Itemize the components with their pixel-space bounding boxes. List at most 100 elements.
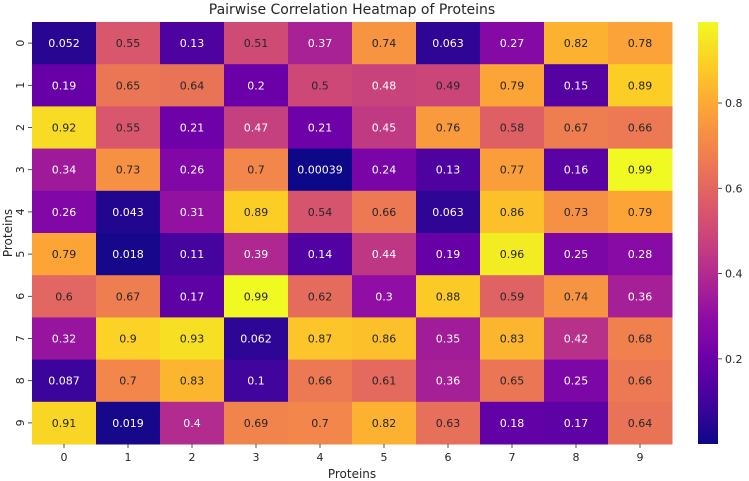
heatmap-cell [160, 359, 225, 403]
cell-value-label: 0.34 [52, 164, 77, 177]
heatmap-cell [96, 233, 161, 276]
y-tick-label: 7 [14, 335, 27, 342]
cell-value-label: 0.47 [244, 122, 269, 135]
cell-value-label: 0.3 [375, 290, 393, 303]
x-tick-label: 8 [573, 451, 580, 464]
y-tick-label: 0 [14, 40, 27, 47]
heatmap-cell [544, 22, 609, 65]
cell-value-label: 0.25 [564, 375, 589, 388]
y-tick-label: 4 [14, 208, 27, 215]
heatmap-cell [288, 401, 353, 445]
colorbar-tick-label: 0.6 [725, 182, 743, 195]
heatmap-cell [480, 317, 545, 361]
cell-value-label: 0.1 [247, 375, 265, 388]
cell-value-label: 0.2 [247, 79, 265, 92]
cell-value-label: 0.31 [180, 206, 205, 219]
heatmap-cell [288, 64, 353, 107]
cell-value-label: 0.77 [500, 164, 525, 177]
x-axis-label: Proteins [328, 467, 376, 481]
chart-title: Pairwise Correlation Heatmap of Proteins [209, 2, 495, 18]
y-tick-label: 9 [14, 419, 27, 426]
heatmap-cell [352, 64, 417, 107]
cell-value-label: 0.17 [180, 290, 205, 303]
heatmap-cell [32, 190, 97, 234]
heatmap-cell [288, 233, 353, 276]
cell-value-label: 0.89 [628, 79, 653, 92]
y-tick-label: 3 [14, 166, 27, 173]
heatmap-cell [352, 148, 417, 192]
heatmap-cell [224, 275, 289, 318]
heatmap-cell [480, 148, 545, 192]
heatmap-cells: 0.052 0.55 0.13 0.51 0.37 0.74 0.063 0.27 0.82 0.… [32, 22, 673, 445]
cell-value-label: 0.64 [180, 79, 205, 92]
x-tick-label: 2 [189, 451, 196, 464]
cell-value-label: 0.16 [564, 164, 589, 177]
heatmap-cell [608, 233, 673, 276]
heatmap-cell [96, 359, 161, 403]
cell-value-label: 0.64 [628, 417, 653, 430]
heatmap-cell [352, 190, 417, 234]
cell-value-label: 0.86 [372, 333, 397, 346]
x-tick-label: 5 [381, 451, 388, 464]
heatmap-cell [160, 401, 225, 445]
y-axis-label: Proteins [1, 209, 15, 257]
cell-value-label: 0.99 [628, 164, 653, 177]
heatmap-cell [224, 359, 289, 403]
cell-value-label: 0.66 [628, 122, 653, 135]
y-tick-label: 2 [14, 124, 27, 131]
heatmap-cell [608, 148, 673, 192]
cell-value-label: 0.79 [628, 206, 653, 219]
cell-value-label: 0.59 [500, 290, 525, 303]
cell-value-label: 0.89 [244, 206, 269, 219]
x-tick-label: 7 [509, 451, 516, 464]
heatmap-cell [480, 275, 545, 318]
heatmap-cell [32, 64, 97, 107]
heatmap-cell [480, 401, 545, 445]
heatmap-cell [544, 275, 609, 318]
x-tick-label: 1 [125, 451, 132, 464]
heatmap-cell [288, 317, 353, 361]
cell-value-label: 0.052 [48, 37, 80, 50]
heatmap-cell [608, 106, 673, 150]
heatmap-cell [544, 190, 609, 234]
heatmap-cell [480, 22, 545, 65]
x-tick-label: 9 [637, 451, 644, 464]
cell-value-label: 0.36 [628, 290, 653, 303]
heatmap-cell [96, 148, 161, 192]
heatmap-cell [544, 106, 609, 150]
cell-value-label: 0.65 [500, 375, 525, 388]
heatmap-cell [416, 317, 481, 361]
cell-value-label: 0.78 [628, 37, 653, 50]
cell-value-label: 0.68 [628, 333, 653, 346]
cell-value-label: 0.25 [564, 248, 589, 261]
y-tick-label: 6 [14, 293, 27, 300]
cell-value-label: 0.13 [436, 164, 461, 177]
cell-value-label: 0.087 [48, 375, 80, 388]
heatmap-cell [416, 190, 481, 234]
heatmap-cell [608, 359, 673, 403]
heatmap-cell [352, 22, 417, 65]
heatmap-cell [288, 106, 353, 150]
cell-value-label: 0.96 [500, 248, 525, 261]
colorbar-tick-label: 0.4 [725, 268, 743, 281]
heatmap-cell [352, 233, 417, 276]
heatmap-cell [608, 190, 673, 234]
heatmap-cell [32, 401, 97, 445]
heatmap-cell [608, 317, 673, 361]
cell-value-label: 0.91 [52, 417, 77, 430]
heatmap-cell [288, 359, 353, 403]
y-tick-label: 1 [14, 82, 27, 89]
cell-value-label: 0.86 [500, 206, 525, 219]
cell-value-label: 0.73 [116, 164, 141, 177]
heatmap-cell [224, 190, 289, 234]
cell-value-label: 0.21 [180, 122, 205, 135]
heatmap-cell [416, 359, 481, 403]
cell-value-label: 0.36 [436, 375, 461, 388]
heatmap-cell [352, 317, 417, 361]
cell-value-label: 0.018 [112, 248, 144, 261]
heatmap-cell [288, 22, 353, 65]
colorbar-tick-label: 0.8 [725, 97, 743, 110]
heatmap-cell [480, 106, 545, 150]
cell-value-label: 0.17 [564, 417, 589, 430]
heatmap-cell [608, 22, 673, 65]
